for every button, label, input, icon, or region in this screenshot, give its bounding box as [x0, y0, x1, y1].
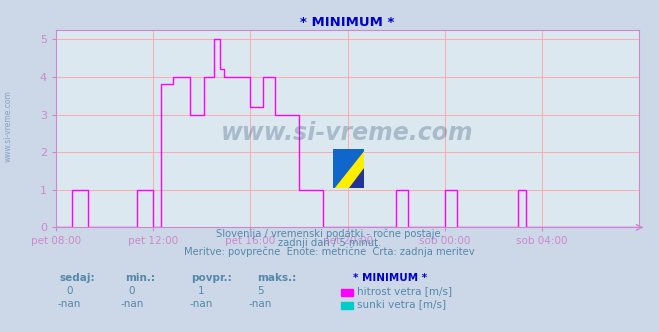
Text: -nan: -nan [57, 299, 81, 309]
Text: -nan: -nan [248, 299, 272, 309]
Text: * MINIMUM *: * MINIMUM * [353, 273, 426, 283]
Polygon shape [349, 169, 364, 188]
Text: sunki vetra [m/s]: sunki vetra [m/s] [357, 299, 446, 309]
Text: zadnji dan / 5 minut.: zadnji dan / 5 minut. [278, 238, 381, 248]
Text: 0: 0 [66, 286, 72, 296]
Polygon shape [333, 149, 364, 188]
Text: www.si-vreme.com: www.si-vreme.com [3, 90, 13, 162]
Text: min.:: min.: [125, 273, 156, 283]
Text: 0: 0 [129, 286, 135, 296]
Text: Slovenija / vremenski podatki - ročne postaje.: Slovenija / vremenski podatki - ročne po… [215, 229, 444, 239]
Text: -nan: -nan [189, 299, 213, 309]
Text: 1: 1 [198, 286, 204, 296]
Text: sedaj:: sedaj: [59, 273, 95, 283]
Text: Meritve: povprečne  Enote: metrične  Črta: zadnja meritev: Meritve: povprečne Enote: metrične Črta:… [184, 245, 475, 257]
Text: -nan: -nan [120, 299, 144, 309]
Title: * MINIMUM *: * MINIMUM * [301, 16, 395, 29]
Text: hitrost vetra [m/s]: hitrost vetra [m/s] [357, 286, 452, 296]
Text: www.si-vreme.com: www.si-vreme.com [221, 121, 474, 145]
Text: povpr.:: povpr.: [191, 273, 232, 283]
Text: 5: 5 [257, 286, 264, 296]
Polygon shape [333, 149, 364, 188]
Text: maks.:: maks.: [257, 273, 297, 283]
